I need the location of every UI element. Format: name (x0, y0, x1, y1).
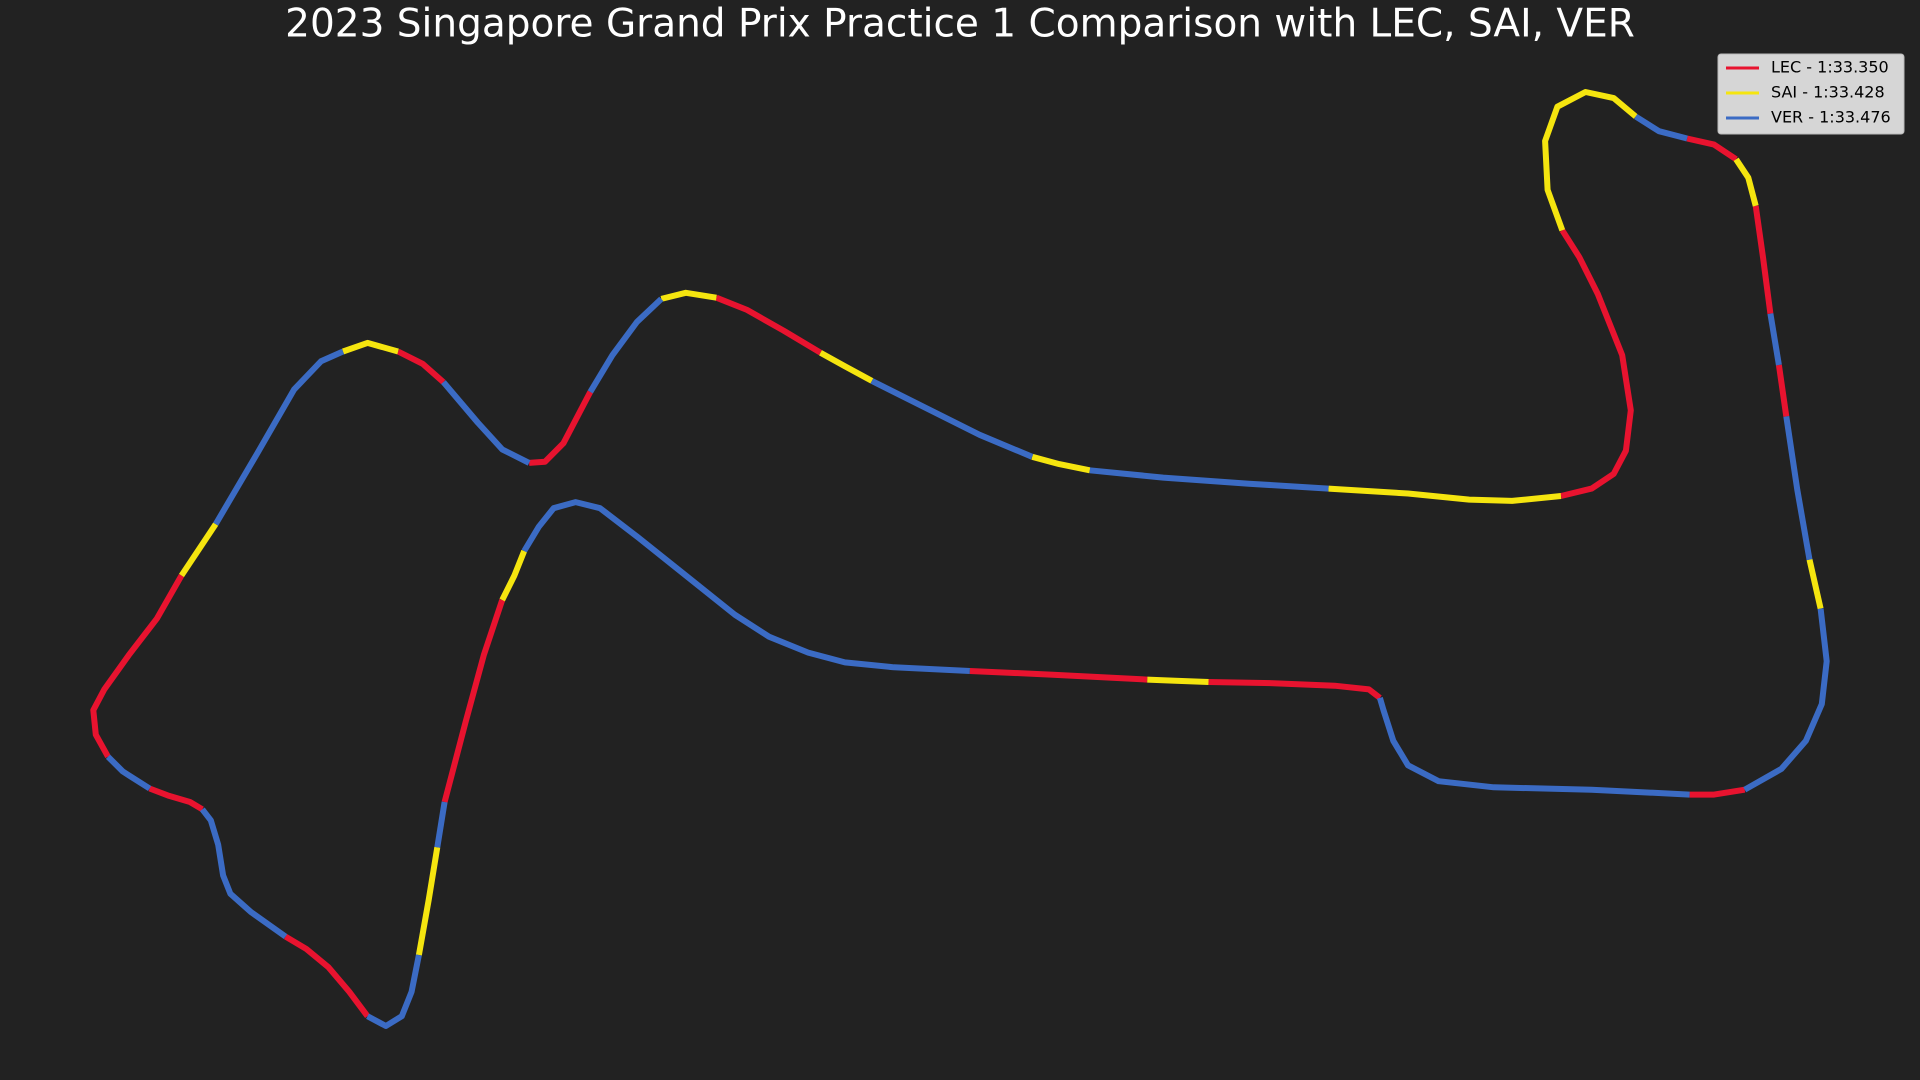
track-segment (1733, 157, 1759, 207)
track-segment (1559, 228, 1634, 499)
track-segment (283, 934, 370, 1018)
track-segment (441, 380, 531, 466)
track-segment (1783, 415, 1813, 561)
track-segment (434, 801, 448, 848)
chart-title: 2023 Singapore Grand Prix Practice 1 Com… (285, 2, 1635, 47)
track-segment (1147, 676, 1209, 685)
track-segment (1806, 558, 1824, 610)
legend-label: SAI - 1:33.428 (1771, 83, 1885, 102)
track-segment (1328, 485, 1562, 504)
track-segment (969, 668, 1148, 683)
track-segment (528, 390, 593, 466)
track-segment (1089, 467, 1329, 492)
track-segment (499, 549, 527, 602)
track-segment (1775, 364, 1790, 417)
track-segment (90, 574, 185, 759)
track-segment (179, 522, 219, 578)
track-segment (1686, 135, 1738, 162)
track-segment (1542, 89, 1638, 232)
track-segment (1031, 453, 1091, 474)
legend-label: VER - 1:33.476 (1771, 108, 1891, 127)
track-segment (1767, 313, 1782, 366)
track-segment (148, 785, 204, 812)
track-segment (366, 954, 422, 1029)
track-segment (1377, 697, 1690, 798)
legend-label: LEC - 1:33.350 (1771, 58, 1889, 77)
track-segment (199, 807, 288, 940)
track-segment (1689, 786, 1746, 798)
track-segment (396, 348, 446, 385)
track-segment (1752, 205, 1774, 314)
track-segment (715, 294, 823, 356)
track-segment (1743, 608, 1830, 793)
track-segment (105, 754, 152, 792)
track-segment (1634, 113, 1688, 142)
track-segment (660, 289, 717, 302)
track-segment (342, 339, 399, 355)
track-segment (587, 296, 664, 394)
track-segment (870, 378, 1034, 460)
track-segment (521, 499, 970, 674)
track-segment (441, 599, 506, 803)
track-segment (819, 350, 874, 384)
track-segment (213, 348, 345, 526)
track-segment (1208, 679, 1382, 701)
legend-box (1717, 53, 1905, 135)
track-segment (415, 846, 441, 956)
